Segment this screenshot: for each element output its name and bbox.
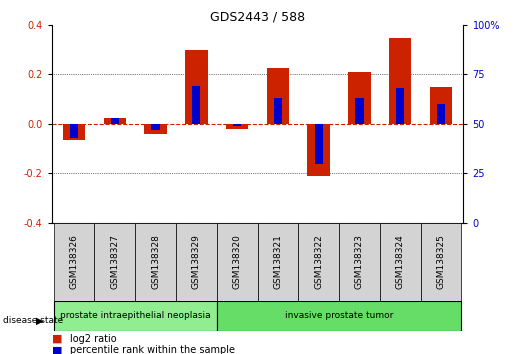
Bar (437, 104, 445, 124)
Title: GDS2443 / 588: GDS2443 / 588 (210, 11, 305, 24)
Text: GSM138321: GSM138321 (273, 234, 282, 290)
Text: invasive prostate tumor: invasive prostate tumor (285, 312, 393, 320)
Text: log2 ratio: log2 ratio (70, 334, 116, 344)
Text: GSM138324: GSM138324 (396, 235, 405, 289)
Bar (315, 124, 323, 164)
Text: prostate intraepithelial neoplasia: prostate intraepithelial neoplasia (60, 312, 211, 320)
Bar (421, 223, 461, 301)
Bar (298, 223, 339, 301)
Text: GSM138328: GSM138328 (151, 234, 160, 290)
Text: GSM138326: GSM138326 (70, 234, 78, 290)
Bar (258, 223, 298, 301)
Bar (144, 124, 167, 134)
Text: ■: ■ (52, 346, 62, 354)
Text: GSM138329: GSM138329 (192, 234, 201, 290)
Bar (70, 124, 78, 138)
Text: GSM138327: GSM138327 (110, 234, 119, 290)
Bar (307, 124, 330, 176)
Bar (135, 223, 176, 301)
Text: GSM138323: GSM138323 (355, 234, 364, 290)
Bar (430, 87, 452, 124)
Bar (217, 223, 258, 301)
Bar (94, 223, 135, 301)
Bar (176, 223, 217, 301)
Text: disease state: disease state (3, 316, 63, 325)
Text: percentile rank within the sample: percentile rank within the sample (70, 346, 234, 354)
Text: GSM138322: GSM138322 (314, 235, 323, 289)
Bar (104, 118, 126, 124)
Bar (380, 223, 421, 301)
Bar (355, 98, 364, 124)
Text: ▶: ▶ (36, 315, 44, 325)
Text: GSM138325: GSM138325 (437, 234, 445, 290)
Bar (389, 38, 411, 124)
Bar (396, 88, 404, 124)
Bar (217, 301, 461, 331)
Bar (63, 124, 85, 140)
Text: ■: ■ (52, 334, 62, 344)
Bar (54, 301, 217, 331)
Bar (151, 124, 160, 130)
Bar (185, 50, 208, 124)
Bar (226, 124, 248, 129)
Bar (233, 124, 241, 126)
Bar (339, 223, 380, 301)
Bar (111, 118, 119, 124)
Bar (54, 223, 94, 301)
Bar (274, 98, 282, 124)
Bar (192, 86, 200, 124)
Bar (348, 72, 371, 124)
Text: GSM138320: GSM138320 (233, 234, 242, 290)
Bar (267, 68, 289, 124)
